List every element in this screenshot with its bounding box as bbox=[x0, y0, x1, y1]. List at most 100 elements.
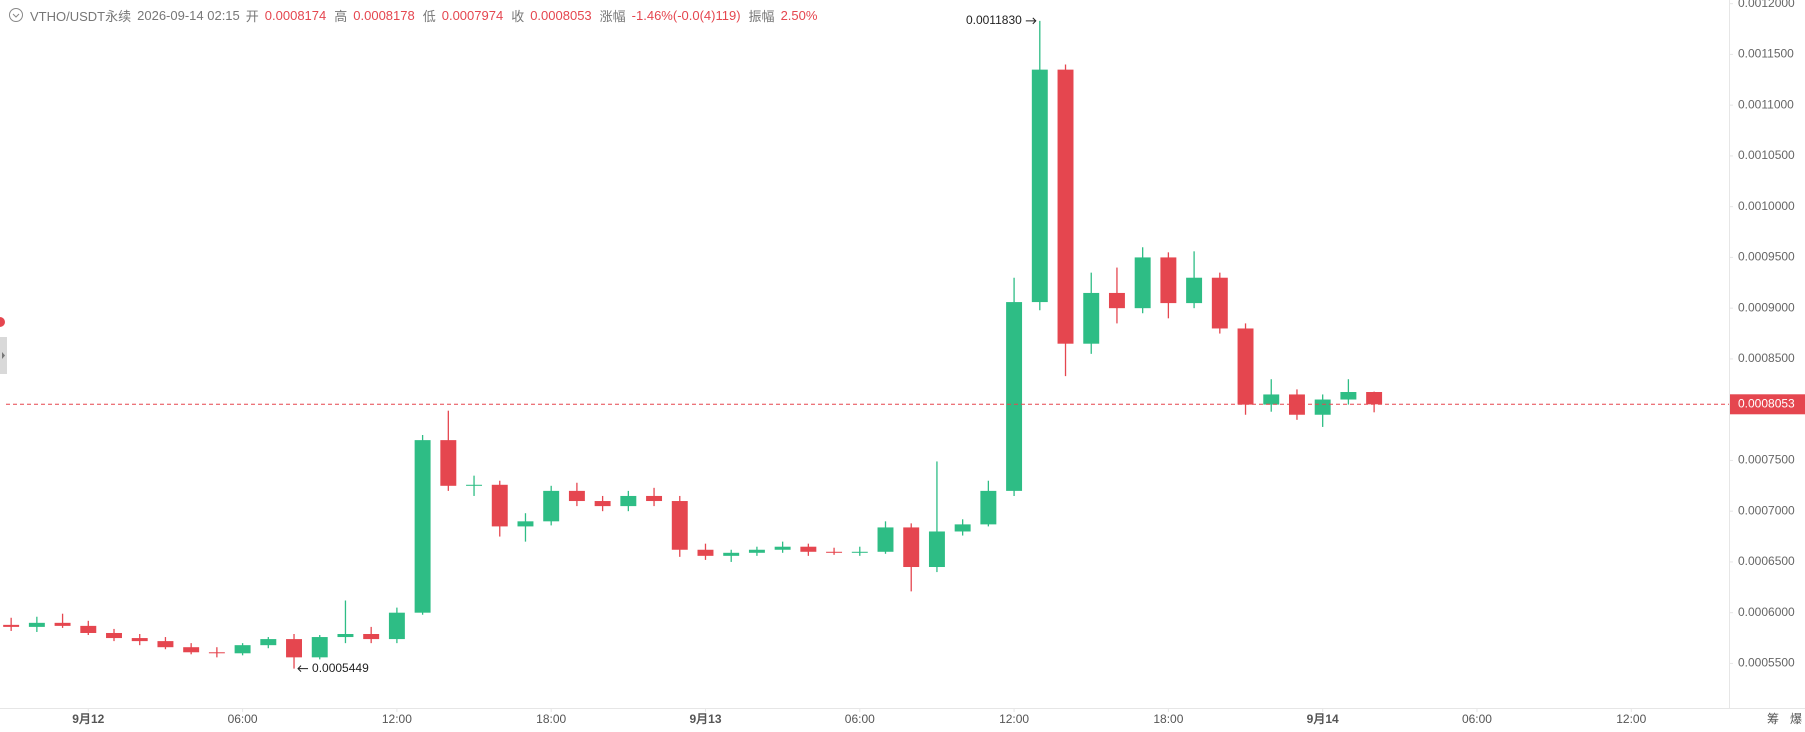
y-tick-label: 0.0006000 bbox=[1738, 605, 1795, 619]
x-tick-label: 9月12 bbox=[72, 712, 104, 726]
x-tick-label: 12:00 bbox=[1616, 712, 1646, 726]
candle-body bbox=[748, 549, 765, 553]
candle-body bbox=[80, 625, 97, 633]
candle-body bbox=[260, 639, 277, 646]
x-tick-label: 12:00 bbox=[382, 712, 412, 726]
candle-body bbox=[826, 551, 843, 553]
candle-body bbox=[851, 551, 868, 553]
last-price-label: 0.0008053 bbox=[1738, 396, 1795, 410]
candle-body bbox=[903, 527, 920, 568]
x-tick-label: 12:00 bbox=[999, 712, 1029, 726]
candle-body bbox=[1314, 399, 1331, 415]
header-value: 2.50% bbox=[780, 7, 818, 23]
x-tick-label: 06:00 bbox=[845, 712, 875, 726]
candle-body bbox=[337, 634, 354, 638]
candle-body bbox=[414, 440, 431, 613]
toolbar-button[interactable]: 筹 bbox=[1767, 712, 1779, 726]
tab-arrow bbox=[2, 352, 5, 359]
candle-body bbox=[774, 546, 791, 550]
candle-body bbox=[1057, 69, 1074, 344]
candle-body bbox=[1186, 277, 1203, 304]
candle-body bbox=[311, 637, 328, 658]
y-tick-label: 0.0011500 bbox=[1738, 47, 1794, 61]
candle-body bbox=[363, 634, 380, 640]
max-annotation: 0.0011830 bbox=[966, 13, 1022, 27]
time: 2026-09-14 02:15 bbox=[137, 7, 240, 23]
header-value: 0.0007974 bbox=[441, 7, 504, 23]
candle-body bbox=[980, 490, 997, 525]
candle-body bbox=[28, 622, 45, 627]
candle-body bbox=[54, 622, 71, 626]
candle-body bbox=[543, 490, 560, 522]
candle-body bbox=[1134, 257, 1151, 309]
collapse-icon[interactable] bbox=[8, 7, 24, 23]
candle-body bbox=[286, 639, 302, 658]
candle-body bbox=[800, 546, 817, 552]
candle-body bbox=[466, 484, 483, 486]
candle-body bbox=[594, 501, 611, 507]
x-tick-label: 06:00 bbox=[228, 712, 258, 726]
candle-body bbox=[440, 440, 457, 486]
y-tick-label: 0.0009500 bbox=[1738, 250, 1795, 264]
header-value: 0.0008178 bbox=[353, 7, 415, 23]
candle-body bbox=[1340, 392, 1357, 400]
y-tick-label: 0.0005500 bbox=[1738, 656, 1795, 670]
header-label: 振幅 bbox=[748, 8, 775, 24]
toolbar-button[interactable]: 爆 bbox=[1790, 712, 1802, 726]
header-label: 开 bbox=[245, 8, 259, 24]
candle-body bbox=[3, 624, 20, 627]
candle-body bbox=[954, 524, 971, 532]
annotation-arrow bbox=[1025, 17, 1037, 25]
y-tick-label: 0.0010500 bbox=[1738, 148, 1795, 162]
candle-body bbox=[1031, 69, 1048, 303]
candle-body bbox=[568, 490, 585, 502]
candle-body bbox=[1366, 392, 1383, 405]
y-tick-label: 0.0008500 bbox=[1738, 351, 1795, 365]
candle-body bbox=[1263, 394, 1280, 405]
candle-body bbox=[491, 484, 508, 527]
candle-body bbox=[106, 632, 122, 639]
candle-body bbox=[517, 521, 534, 527]
y-tick-label: 0.0010000 bbox=[1738, 199, 1795, 213]
y-tick-label: 0.0012000 bbox=[1738, 0, 1795, 10]
y-tick-label: 0.0009000 bbox=[1738, 300, 1795, 314]
header-value: 0.0008053 bbox=[530, 7, 592, 23]
header-label: 收 bbox=[511, 8, 525, 24]
candle-body bbox=[671, 501, 688, 550]
y-tick-label: 0.0006500 bbox=[1738, 554, 1795, 568]
header-label: 涨幅 bbox=[599, 8, 626, 24]
candle-body bbox=[388, 612, 405, 640]
x-tick-label: 9月14 bbox=[1307, 712, 1339, 726]
annotation-arrow bbox=[297, 665, 309, 672]
candle-body bbox=[183, 647, 200, 653]
last-price-box bbox=[1730, 394, 1805, 415]
candle-body bbox=[620, 495, 637, 507]
candle-body bbox=[697, 549, 714, 556]
header-value: -1.46%(-0.0(4)119) bbox=[631, 7, 741, 23]
candle-body bbox=[1083, 292, 1100, 344]
min-annotation: 0.0005449 bbox=[312, 661, 369, 675]
header: VTHO/USDT永续 2026-09-14 02:15 开 0.0008174 高… bbox=[8, 4, 825, 26]
header-label: 低 bbox=[422, 8, 436, 24]
y-tick-label: 0.0007000 bbox=[1738, 503, 1795, 517]
candle-body bbox=[646, 495, 663, 502]
candle-body bbox=[877, 527, 894, 552]
candle-body bbox=[157, 641, 174, 648]
candle-body bbox=[234, 645, 251, 654]
candle-body bbox=[1160, 257, 1177, 304]
candle-body bbox=[723, 552, 740, 556]
x-tick-label: 18:00 bbox=[536, 712, 566, 726]
candle-body bbox=[131, 638, 148, 642]
header-value: 0.0008174 bbox=[264, 7, 327, 23]
candle-body bbox=[1237, 328, 1254, 405]
candle-body bbox=[208, 652, 225, 654]
y-tick-label: 0.0011000 bbox=[1738, 97, 1794, 111]
y-tick-label: 0.0007500 bbox=[1738, 453, 1795, 467]
candle-body bbox=[1108, 292, 1125, 309]
x-tick-label: 06:00 bbox=[1462, 712, 1492, 726]
header-label: 高 bbox=[334, 8, 348, 24]
candle-body bbox=[928, 531, 945, 568]
marker-dot bbox=[0, 317, 5, 327]
